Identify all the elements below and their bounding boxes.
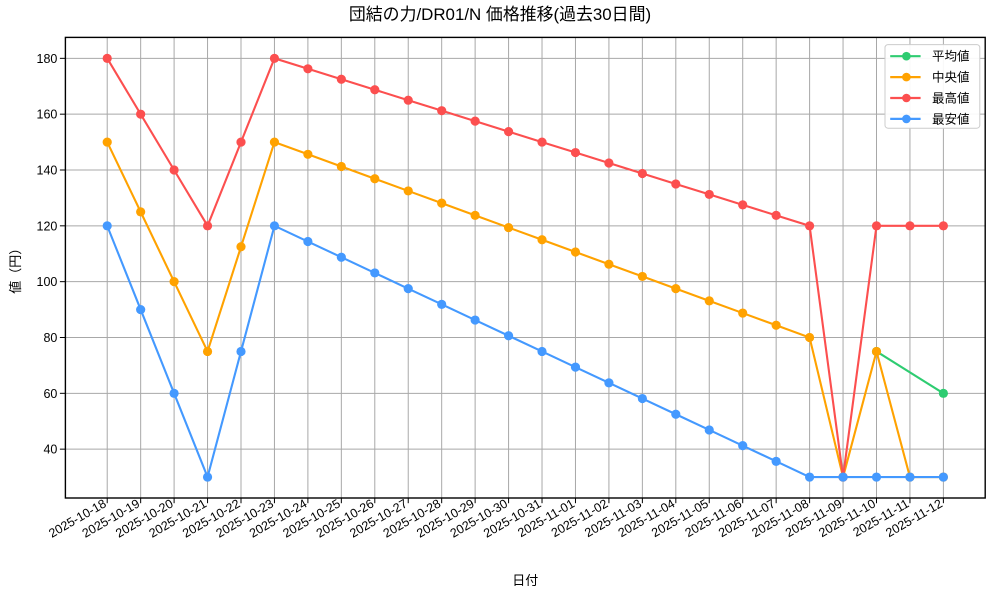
svg-text:100: 100 — [37, 275, 58, 289]
svg-text:140: 140 — [37, 164, 58, 178]
svg-text:日付: 日付 — [512, 573, 538, 588]
svg-text:160: 160 — [37, 108, 58, 122]
svg-text:60: 60 — [43, 387, 57, 401]
svg-text:80: 80 — [43, 331, 57, 345]
svg-text:最安値: 最安値 — [932, 111, 970, 126]
svg-text:40: 40 — [43, 443, 57, 457]
svg-text:平均値: 平均値 — [932, 49, 970, 64]
svg-text:120: 120 — [37, 219, 58, 233]
svg-text:団結の力/DR01/N 価格推移(過去30日間): 団結の力/DR01/N 価格推移(過去30日間) — [349, 5, 651, 24]
svg-text:最高値: 最高値 — [932, 91, 970, 106]
svg-text:中央値: 中央値 — [932, 70, 970, 85]
svg-text:180: 180 — [37, 52, 58, 66]
svg-text:値（円）: 値（円） — [8, 242, 23, 294]
